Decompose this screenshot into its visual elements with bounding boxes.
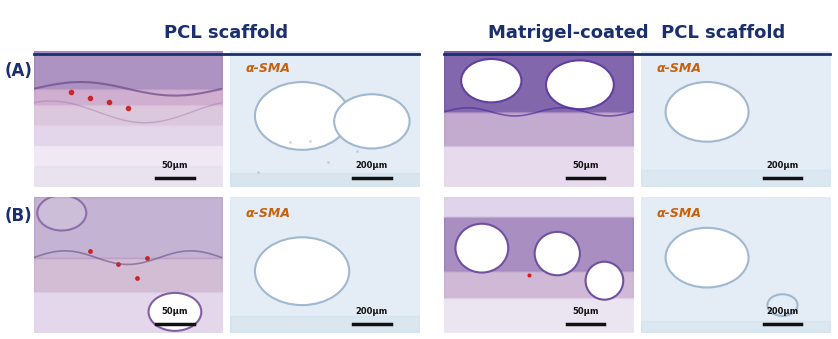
Text: 50μm: 50μm bbox=[572, 307, 599, 316]
Text: PCL scaffold: PCL scaffold bbox=[164, 24, 288, 42]
Text: Matrigel-coated  PCL scaffold: Matrigel-coated PCL scaffold bbox=[489, 24, 785, 42]
Ellipse shape bbox=[456, 224, 508, 273]
Text: (B): (B) bbox=[4, 207, 32, 225]
Text: α-SMA: α-SMA bbox=[656, 62, 701, 75]
Text: (A): (A) bbox=[4, 62, 32, 80]
Circle shape bbox=[461, 59, 521, 102]
Text: α-SMA: α-SMA bbox=[246, 207, 291, 220]
Circle shape bbox=[37, 195, 86, 231]
Circle shape bbox=[334, 94, 410, 148]
Circle shape bbox=[255, 237, 349, 305]
Text: 200μm: 200μm bbox=[767, 307, 799, 316]
Text: α-SMA: α-SMA bbox=[246, 62, 291, 75]
Ellipse shape bbox=[586, 262, 623, 300]
Circle shape bbox=[546, 60, 613, 109]
Circle shape bbox=[255, 82, 349, 150]
Text: α-SMA: α-SMA bbox=[656, 207, 701, 220]
Text: 50μm: 50μm bbox=[572, 161, 599, 170]
Text: 50μm: 50μm bbox=[162, 161, 189, 170]
Ellipse shape bbox=[535, 232, 580, 275]
Circle shape bbox=[665, 82, 748, 142]
Text: 200μm: 200μm bbox=[356, 161, 388, 170]
Text: 200μm: 200μm bbox=[767, 161, 799, 170]
Circle shape bbox=[148, 293, 201, 331]
Circle shape bbox=[665, 228, 748, 287]
Text: 200μm: 200μm bbox=[356, 307, 388, 316]
Text: 50μm: 50μm bbox=[162, 307, 189, 316]
